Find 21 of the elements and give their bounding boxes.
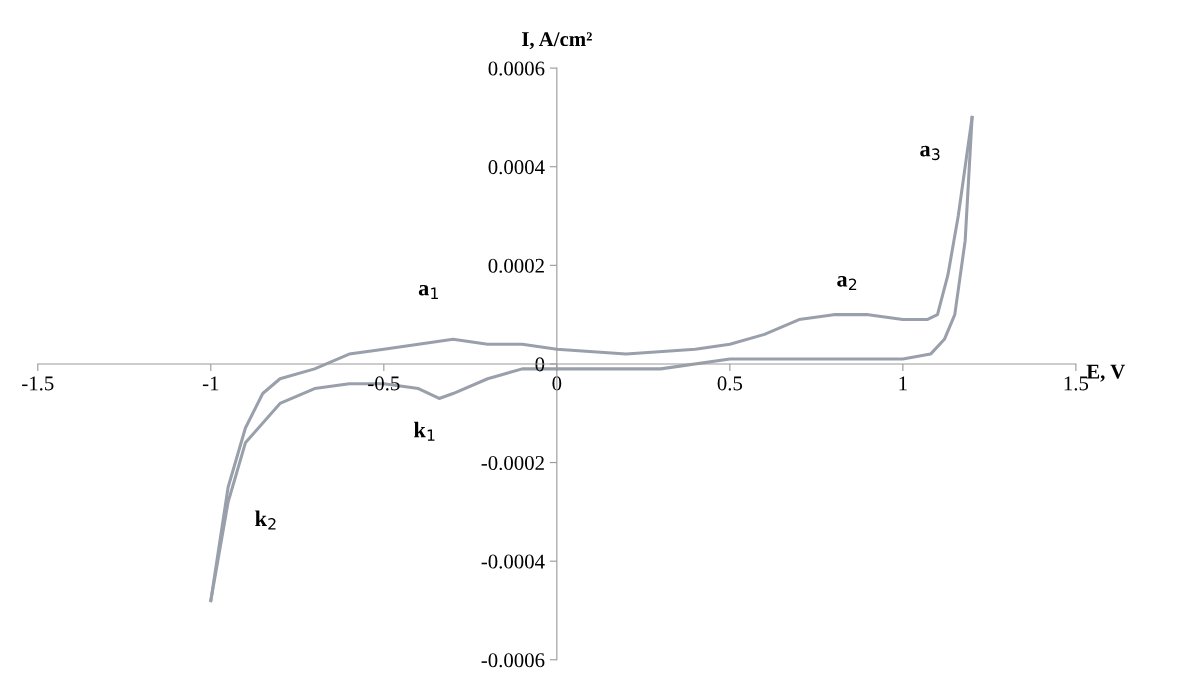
y-tick-label: 0.0002 — [488, 258, 544, 273]
x-tick-label: -1.5 — [22, 376, 54, 391]
annotation: a$_{3}$ — [920, 145, 940, 161]
annotation: k$_{1}$ — [414, 421, 435, 441]
annotation: k$_{2}$ — [255, 510, 276, 530]
x-axis-title: E, V — [1086, 364, 1126, 382]
x-tick-label: 1 — [899, 376, 907, 391]
annotation: a$_{2}$ — [837, 276, 857, 291]
y-tick-label: -0.0006 — [481, 653, 545, 668]
y-tick-label: 0.0006 — [488, 61, 545, 76]
y-tick-label: -0.0002 — [481, 455, 544, 471]
annotation: a$_{1}$ — [418, 284, 438, 299]
x-tick-label: 0 — [552, 376, 562, 391]
y-axis-title: I, A/cm² — [522, 32, 592, 50]
y-tick-label: -0.0004 — [481, 554, 545, 569]
y-tick-label: 0.0004 — [488, 160, 545, 175]
x-tick-label: 0.5 — [717, 376, 743, 391]
y-tick-label: 0 — [535, 357, 545, 372]
x-tick-label: -0.5 — [368, 376, 400, 391]
x-tick-label: -1 — [202, 376, 219, 391]
x-tick-label: 1.5 — [1064, 376, 1089, 391]
